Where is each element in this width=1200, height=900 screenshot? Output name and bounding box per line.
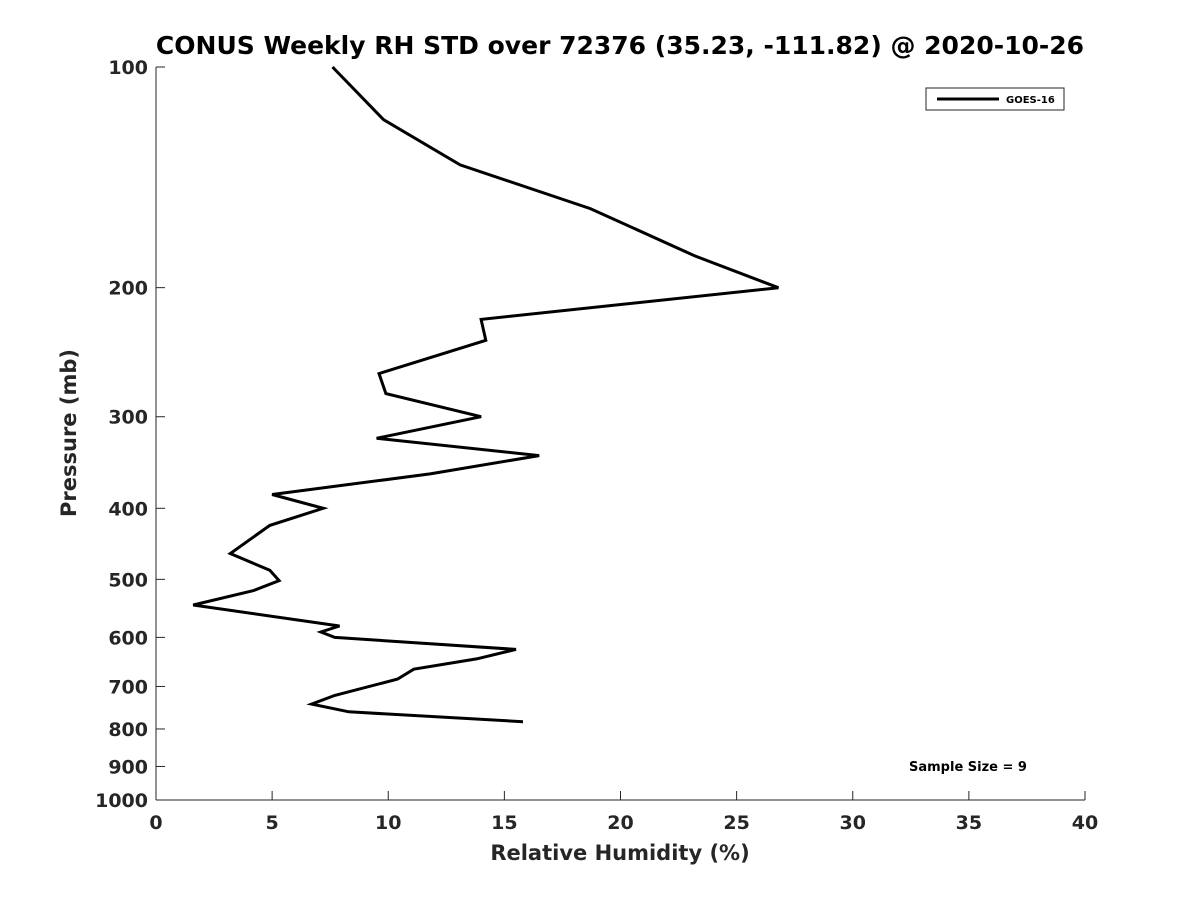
chart-title: CONUS Weekly RH STD over 72376 (35.23, -… (156, 31, 1084, 60)
x-tick-label: 40 (1072, 812, 1098, 834)
y-tick-label: 1000 (95, 790, 148, 812)
x-tick-label: 20 (607, 812, 633, 834)
y-tick-label: 100 (108, 57, 148, 79)
y-axis-ticks: 100 200 300 400 500 600 700 800 900 1000 (95, 57, 165, 812)
x-tick-label: 10 (375, 812, 401, 834)
series-layer (192, 65, 779, 724)
x-tick-label: 30 (840, 812, 866, 834)
series-line-goes-16 (192, 65, 779, 724)
y-axis-label: Pressure (mb) (57, 349, 81, 517)
y-tick-label: 400 (108, 498, 148, 520)
legend-label: GOES-16 (1006, 95, 1055, 106)
x-tick-label: 15 (491, 812, 517, 834)
x-tick-label: 0 (149, 812, 162, 834)
plot-frame (155, 67, 1085, 801)
y-tick-label: 300 (108, 407, 148, 429)
x-axis-label: Relative Humidity (%) (490, 841, 749, 865)
x-tick-label: 35 (956, 812, 982, 834)
x-tick-label: 5 (266, 812, 279, 834)
x-tick-label: 25 (723, 812, 749, 834)
sample-size-annotation: Sample Size = 9 (909, 760, 1027, 775)
x-axis-ticks: 0 5 10 15 20 25 30 35 40 (149, 791, 1098, 834)
y-tick-label: 900 (108, 756, 148, 778)
y-tick-label: 600 (108, 627, 148, 649)
legend: GOES-16 (925, 87, 1065, 111)
y-tick-label: 700 (108, 676, 148, 698)
y-tick-label: 800 (108, 719, 148, 741)
y-tick-label: 200 (108, 278, 148, 300)
y-tick-label: 500 (108, 569, 148, 591)
